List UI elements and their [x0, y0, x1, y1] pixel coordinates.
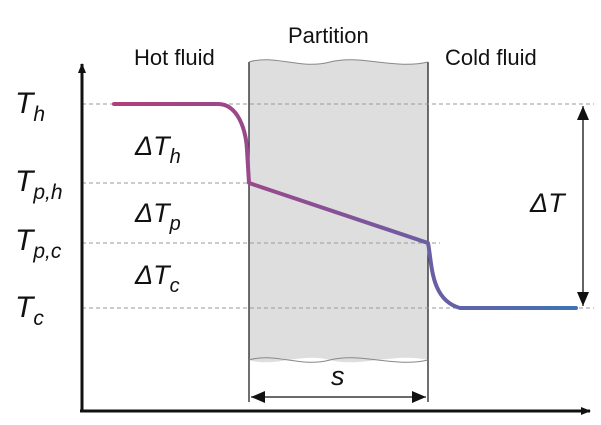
tick-tpc: Tp,c	[15, 224, 62, 263]
delta-tc-label: ΔTc	[134, 260, 180, 297]
cold-fluid-label: Cold fluid	[445, 45, 537, 70]
hot-fluid-label: Hot fluid	[134, 45, 215, 70]
partition-bottom-break	[248, 357, 429, 363]
tick-tc: Tc	[15, 291, 44, 330]
thickness-arrowhead-left	[251, 391, 265, 403]
partition-top-break	[248, 59, 429, 65]
delta-tp-label: ΔTp	[134, 198, 181, 235]
overall-delta-label: ΔT	[529, 188, 567, 218]
tick-tph: Tp,h	[15, 165, 63, 204]
thickness-arrowhead-right	[412, 391, 426, 403]
thickness-label: s	[331, 361, 345, 391]
tick-th: Th	[15, 87, 45, 126]
temperature-profile-curve	[112, 102, 578, 310]
partition-label: Partition	[288, 23, 369, 48]
overall-delta-arrowhead-bottom	[577, 292, 589, 306]
overall-delta-arrowhead-top	[577, 106, 589, 120]
delta-th-label: ΔTh	[134, 131, 181, 168]
